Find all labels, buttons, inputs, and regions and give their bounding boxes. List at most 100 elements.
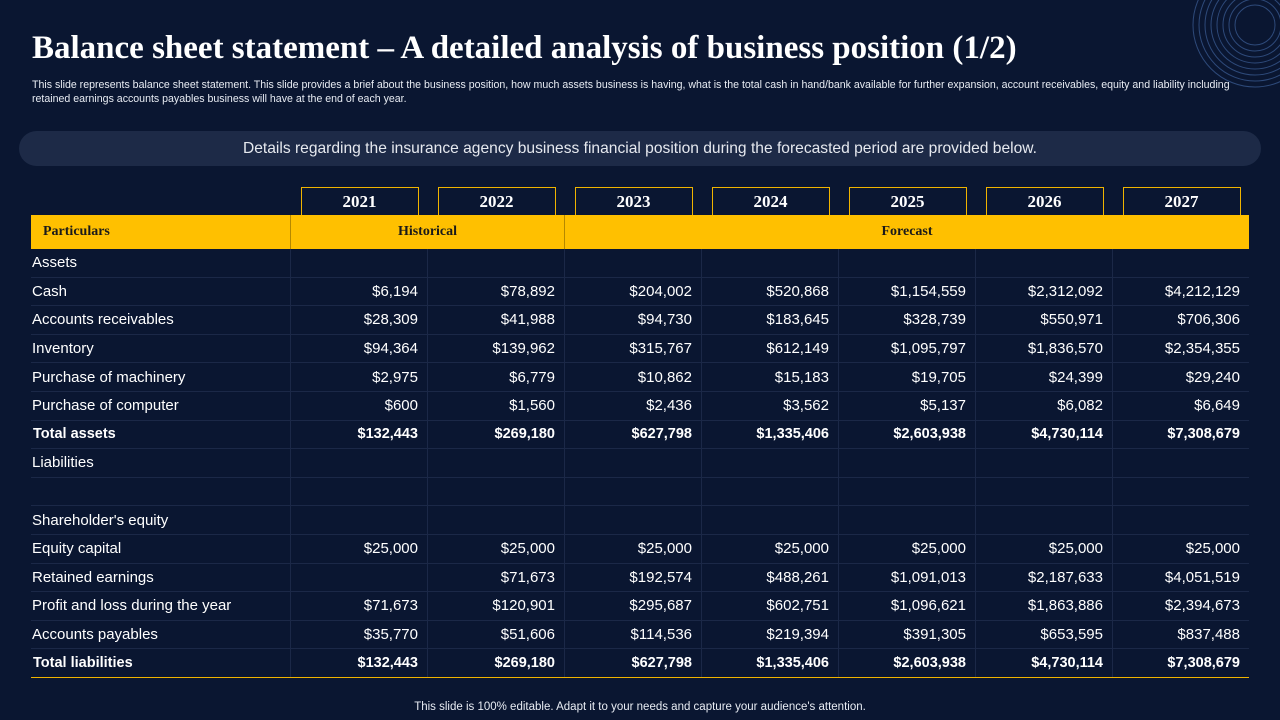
row-label: Equity capital <box>32 540 122 558</box>
row-label: Assets <box>32 254 78 272</box>
table-cell: $1,091,013 <box>838 563 975 592</box>
table-cell <box>975 249 1112 277</box>
header-historical: Historical <box>290 215 564 249</box>
row-label: Shareholder's equity <box>32 511 169 529</box>
table-cell: $706,306 <box>1112 306 1249 334</box>
table-cell: $25,000 <box>564 534 701 563</box>
table-cell <box>564 249 701 277</box>
table-cell <box>701 506 838 534</box>
table-cell: $25,000 <box>975 534 1112 563</box>
table-cell: $627,798 <box>564 649 701 677</box>
table-cell <box>975 449 1112 477</box>
table-cell <box>427 477 564 506</box>
table-row: Equity capital $25,000 $25,000 $25,000 $25,0… <box>31 534 1249 564</box>
table-cell: $1,096,621 <box>838 592 975 620</box>
table-cell <box>701 449 838 477</box>
table-cell: $6,779 <box>427 363 564 391</box>
table-cell: $2,394,673 <box>1112 592 1249 620</box>
table-cell: $35,770 <box>290 620 427 649</box>
table-cell: $1,154,559 <box>838 277 975 306</box>
table-cell: $29,240 <box>1112 363 1249 391</box>
table-cell: $114,536 <box>564 620 701 649</box>
table-cell: $269,180 <box>427 420 564 449</box>
year-tab: 2024 <box>711 187 830 215</box>
table-cell: $71,673 <box>427 563 564 592</box>
table-cell: $269,180 <box>427 649 564 677</box>
table-cell: $3,562 <box>701 391 838 420</box>
table-cell: $602,751 <box>701 592 838 620</box>
table-row: Accounts receivables $28,309 $41,988 $94,73… <box>31 306 1249 335</box>
table-cell: $1,863,886 <box>975 592 1112 620</box>
table-cell: $25,000 <box>290 534 427 563</box>
table-cell <box>1112 449 1249 477</box>
table-cell: $219,394 <box>701 620 838 649</box>
table-cell: $6,082 <box>975 391 1112 420</box>
row-label <box>31 478 290 506</box>
page-title: Balance sheet statement – A detailed ana… <box>32 30 1017 66</box>
table-cell <box>290 506 427 534</box>
table-cell: $315,767 <box>564 334 701 363</box>
table-cell: $94,364 <box>290 334 427 363</box>
table-cell: $4,212,129 <box>1112 277 1249 306</box>
row-label: Profit and loss during the year <box>32 597 232 615</box>
table-cell: $25,000 <box>701 534 838 563</box>
table-cell <box>838 477 975 506</box>
table-cell: $192,574 <box>564 563 701 592</box>
table-cell <box>838 249 975 277</box>
row-label: Purchase of machinery <box>32 368 186 386</box>
page-subtitle: This slide represents balance sheet stat… <box>32 79 1230 105</box>
row-label: Total liabilities <box>33 655 133 672</box>
table-row: Cash $6,194 $78,892 $204,002 $520,868 $1,154,… <box>31 277 1249 307</box>
table-cell: $612,149 <box>701 334 838 363</box>
table-cell <box>701 249 838 277</box>
table-row: Liabilities <box>31 449 1249 478</box>
row-label: Retained earnings <box>32 568 154 586</box>
table-cell: $2,354,355 <box>1112 334 1249 363</box>
table-cell: $41,988 <box>427 306 564 334</box>
table-row <box>31 477 1249 507</box>
concentric-circles-icon <box>1192 0 1280 88</box>
table-cell: $132,443 <box>290 649 427 677</box>
table-cell: $25,000 <box>1112 534 1249 563</box>
table-cell: $5,137 <box>838 391 975 420</box>
table-cell: $2,975 <box>290 363 427 391</box>
year-tab: 2027 <box>1122 187 1241 215</box>
table-cell <box>1112 249 1249 277</box>
table-cell: $653,595 <box>975 620 1112 649</box>
table-cell <box>290 477 427 506</box>
table-cell: $2,436 <box>564 391 701 420</box>
table-cell <box>564 449 701 477</box>
table-cell: $51,606 <box>427 620 564 649</box>
table-cell: $132,443 <box>290 420 427 449</box>
table-cell: $25,000 <box>427 534 564 563</box>
table-cell: $6,649 <box>1112 391 1249 420</box>
year-tab: 2022 <box>437 187 556 215</box>
table-cell: $4,730,114 <box>975 649 1112 677</box>
table-row: Purchase of machinery $2,975 $6,779 $10,862… <box>31 363 1249 392</box>
row-label: Purchase of computer <box>32 397 179 415</box>
table-row: Shareholder's equity <box>31 506 1249 535</box>
table-row: Total assets $132,443 $269,180 $627,798 $1,3… <box>31 420 1249 450</box>
table-cell: $15,183 <box>701 363 838 391</box>
table-cell <box>701 477 838 506</box>
table-cell: $25,000 <box>838 534 975 563</box>
info-banner: Details regarding the insurance agency b… <box>19 131 1261 166</box>
table-cell: $10,862 <box>564 363 701 391</box>
table-row: Accounts payables $35,770 $51,606 $114,536 $… <box>31 620 1249 650</box>
table-row: Total liabilities $132,443 $269,180 $627,79… <box>31 649 1249 678</box>
table-cell: $7,308,679 <box>1112 420 1249 449</box>
table-cell <box>1112 506 1249 534</box>
table-cell: $391,305 <box>838 620 975 649</box>
table-cell <box>427 506 564 534</box>
table-cell: $1,335,406 <box>701 649 838 677</box>
table-cell: $120,901 <box>427 592 564 620</box>
table-cell: $488,261 <box>701 563 838 592</box>
table-cell: $204,002 <box>564 277 701 306</box>
table-cell: $1,560 <box>427 391 564 420</box>
table-cell: $550,971 <box>975 306 1112 334</box>
table-cell: $2,603,938 <box>838 649 975 677</box>
table-row: Assets <box>31 249 1249 278</box>
table-cell: $7,308,679 <box>1112 649 1249 677</box>
table-row: Retained earnings $71,673 $192,574 $488,261… <box>31 563 1249 593</box>
table-cell: $94,730 <box>564 306 701 334</box>
